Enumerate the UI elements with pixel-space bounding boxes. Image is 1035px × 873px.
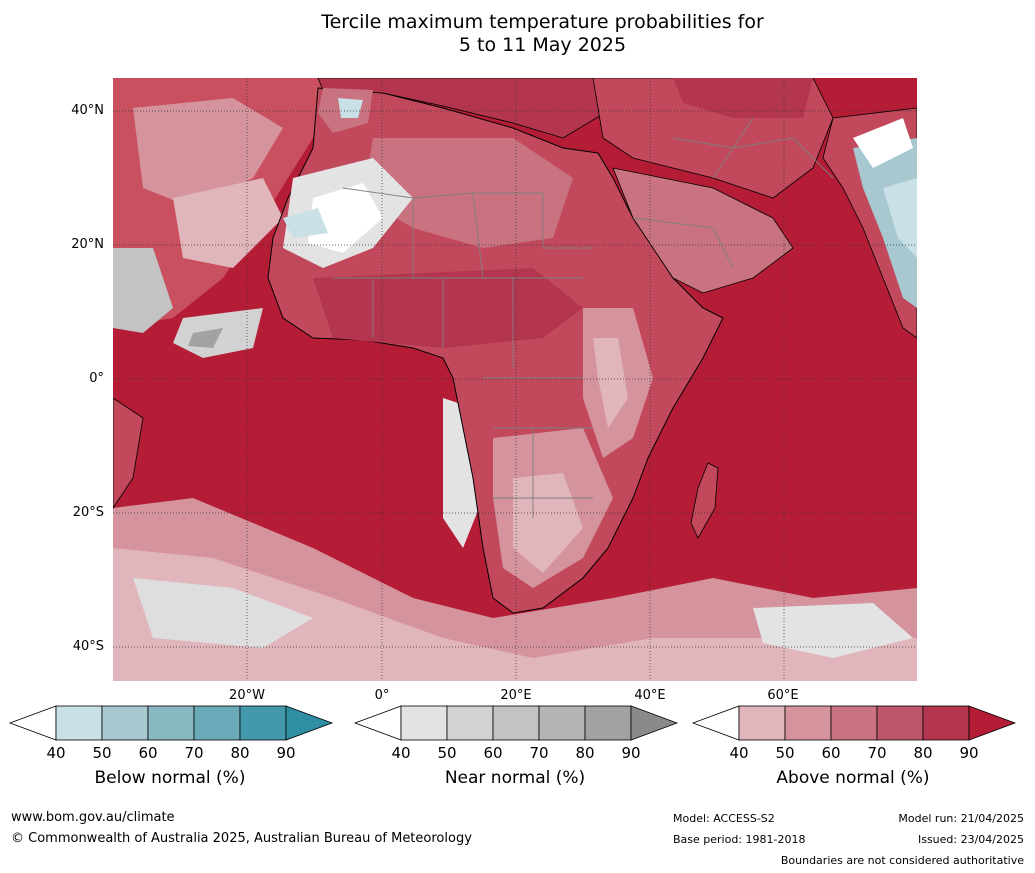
colorbar-below-tick-label: 80 — [230, 744, 250, 762]
colorbar-above-segment — [922, 705, 970, 741]
lon-label-60e: 60°E — [767, 688, 799, 703]
himalaya-white — [853, 118, 913, 168]
colorbar-above-tick-label: 90 — [959, 744, 979, 762]
colorbar-above-normal — [691, 705, 1017, 741]
atlantic-near-normal-3 — [188, 328, 223, 348]
website-link[interactable]: www.bom.gov.au/climate — [11, 810, 175, 825]
boundaries-disclaimer: Boundaries are not considered authoritat… — [780, 854, 1024, 867]
model-run-date: Model run: 21/04/2025 — [898, 812, 1024, 825]
north-atlantic-pale — [173, 178, 283, 268]
colorbar-above-tick-label: 40 — [729, 744, 749, 762]
lat-label-equator: 0° — [89, 371, 104, 386]
colorbar-above-segment — [738, 705, 786, 741]
arabia-land — [612, 167, 794, 294]
sahara-white — [308, 183, 383, 253]
east-africa-pale — [593, 338, 628, 428]
colorbar-below-max-extension — [285, 705, 334, 741]
map-title-line-2: 5 to 11 May 2025 — [458, 34, 627, 56]
colorbar-above-title: Above normal (%) — [776, 768, 930, 788]
colorbar-below-title: Below normal (%) — [94, 768, 246, 788]
colorbar-below-tick-label: 60 — [138, 744, 158, 762]
madagascar — [690, 462, 719, 539]
south-ocean-band-2 — [113, 548, 917, 681]
colorbar-near-tick-label: 50 — [437, 744, 457, 762]
colorbar-above-segment — [830, 705, 878, 741]
colorbar-near-title: Near normal (%) — [444, 768, 586, 788]
country-borders — [333, 117, 834, 518]
colorbar-below-segment — [193, 705, 241, 741]
colorbar-below-segment — [147, 705, 195, 741]
colorbar-near-graphic — [353, 705, 679, 741]
colorbar-above-max-extension — [968, 705, 1017, 741]
turkey-dark — [673, 78, 813, 118]
colorbar-below-graphic — [8, 705, 334, 741]
lon-label-20e: 20°E — [500, 688, 532, 703]
map-title-line-1: Tercile maximum temperature probabilitie… — [321, 11, 764, 33]
colorbar-above-tick-label: 80 — [913, 744, 933, 762]
colorbar-below-segment — [239, 705, 287, 741]
lon-label-0: 0° — [374, 688, 390, 703]
sahara-below-normal — [283, 208, 328, 238]
colorbar-above-tick-label: 50 — [775, 744, 795, 762]
colorbar-near-tick-label: 70 — [529, 744, 549, 762]
colorbar-below-tick-label: 90 — [276, 744, 296, 762]
probability-map — [113, 78, 917, 681]
colorbar-below-tick-label: 50 — [92, 744, 112, 762]
colorbar-below-tick-label: 40 — [46, 744, 66, 762]
model-name: Model: ACCESS-S2 — [673, 812, 775, 825]
issued-date: Issued: 23/04/2025 — [917, 833, 1024, 846]
lat-label-20n: 20°N — [71, 237, 104, 252]
gridlines — [113, 78, 917, 681]
colorbar-below-segment — [55, 705, 103, 741]
colorbar-near-normal — [353, 705, 679, 741]
colorbar-below-normal — [8, 705, 334, 741]
colorbar-above-segment — [876, 705, 924, 741]
atlantic-near-normal-1 — [113, 248, 173, 333]
iberia-blue — [338, 98, 363, 118]
colorbar-near-segment — [446, 705, 494, 741]
india-blue-light — [883, 178, 917, 258]
north-atlantic-light — [133, 98, 283, 208]
colorbar-near-segment — [584, 705, 632, 741]
colorbar-near-segment — [492, 705, 540, 741]
south-america-land — [113, 397, 144, 509]
india-below-normal — [853, 138, 917, 308]
colorbar-near-tick-label: 80 — [575, 744, 595, 762]
lon-label-40e: 40°E — [634, 688, 666, 703]
colorbar-near-tick-label: 60 — [483, 744, 503, 762]
colorbar-above-min-extension — [691, 705, 740, 741]
lat-label-40n: 40°N — [71, 103, 104, 118]
colorbar-near-tick-label: 40 — [391, 744, 411, 762]
south-ocean-near-normal — [133, 578, 313, 648]
colorbar-near-min-extension — [353, 705, 402, 741]
colorbar-above-graphic — [691, 705, 1017, 741]
base-period: Base period: 1981-2018 — [673, 833, 806, 846]
colorbar-near-segment — [400, 705, 448, 741]
colorbar-near-segment — [538, 705, 586, 741]
colorbar-below-tick-label: 70 — [184, 744, 204, 762]
colorbar-below-segment — [101, 705, 149, 741]
lat-label-20s: 20°S — [72, 505, 104, 520]
south-ocean-near-normal-2 — [753, 603, 913, 658]
colorbar-near-max-extension — [630, 705, 679, 741]
lon-label-20w: 20°W — [229, 688, 265, 703]
lat-label-40s: 40°S — [72, 639, 104, 654]
copyright-text: © Commonwealth of Australia 2025, Austra… — [11, 831, 472, 846]
colorbar-above-tick-label: 70 — [867, 744, 887, 762]
colorbar-above-tick-label: 60 — [821, 744, 841, 762]
colorbar-below-min-extension — [8, 705, 57, 741]
colorbar-above-segment — [784, 705, 832, 741]
sahel-above-80 — [313, 268, 583, 348]
colorbar-near-tick-label: 90 — [621, 744, 641, 762]
